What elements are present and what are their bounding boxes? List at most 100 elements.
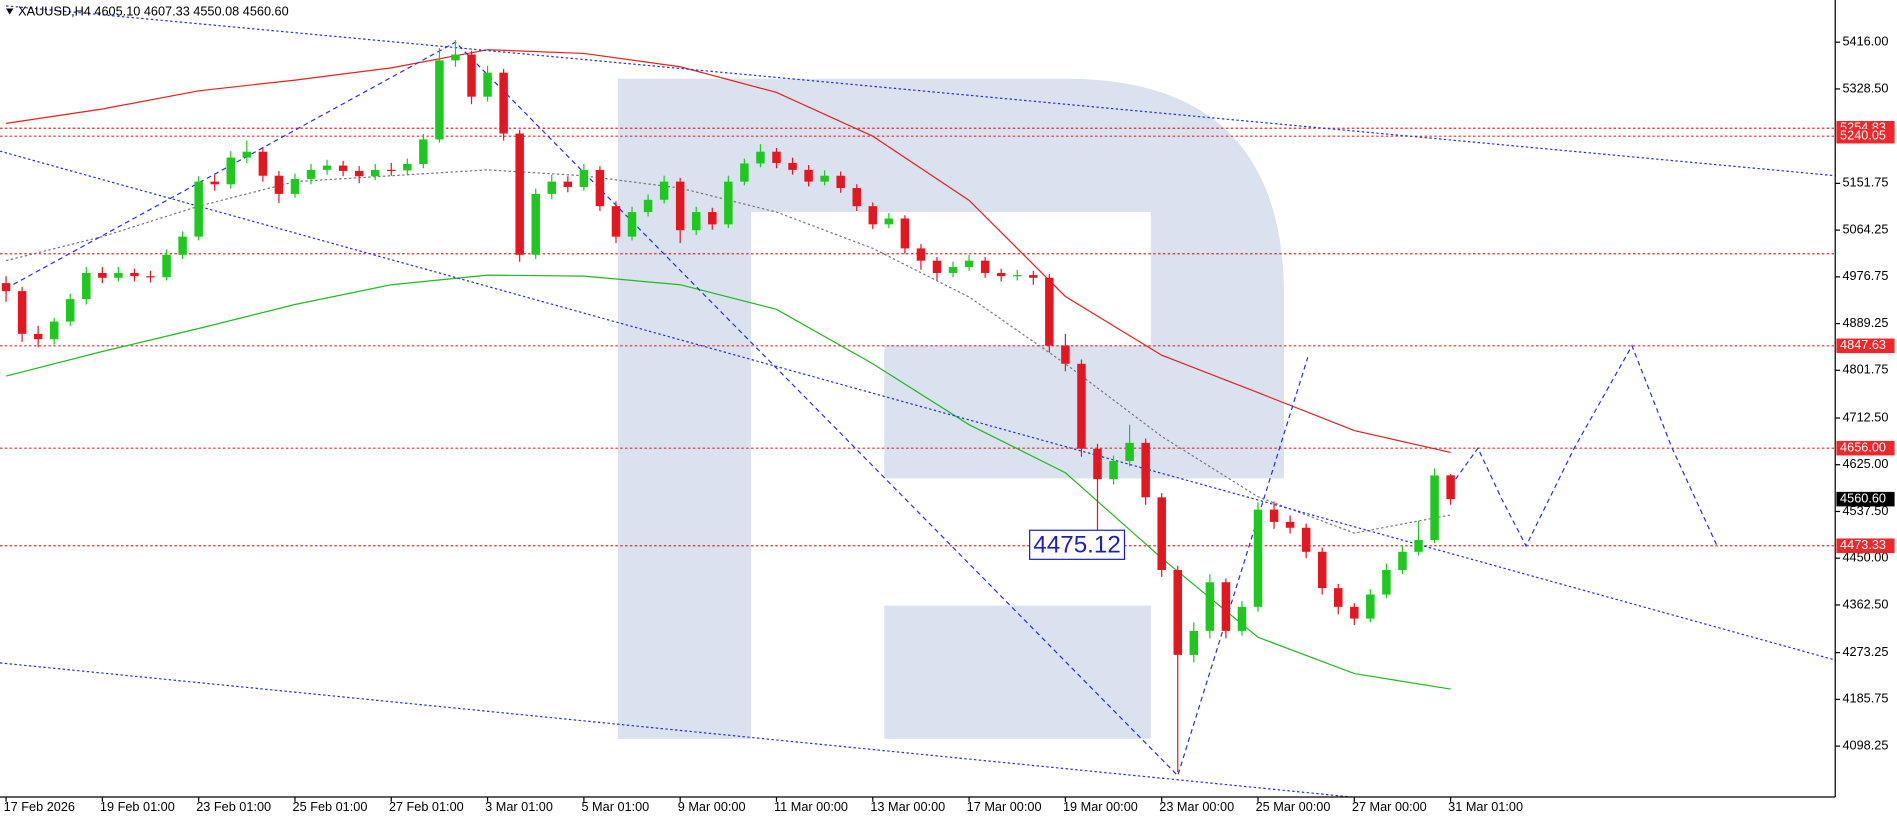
x-tick-label: 17 Mar 00:00	[967, 799, 1042, 814]
candle-body	[467, 54, 476, 97]
candle-body	[162, 254, 171, 278]
candle-body	[740, 163, 749, 182]
x-tick-label: 19 Feb 01:00	[100, 799, 175, 814]
candle-body	[370, 169, 380, 177]
candle-body	[884, 218, 894, 225]
candle-body	[1334, 588, 1343, 607]
candle-body	[1061, 345, 1070, 364]
candle-body	[804, 169, 813, 182]
y-tick-label: 4976.75	[1842, 268, 1888, 283]
indicator-line	[6, 5, 1836, 177]
candle-body	[691, 212, 701, 231]
y-tick-label: 4098.25	[1842, 737, 1888, 752]
x-tick-label: 13 Mar 00:00	[870, 799, 945, 814]
candle-body	[1125, 442, 1134, 461]
candle-body	[836, 175, 845, 189]
candle-body	[66, 299, 75, 322]
y-tick-label: 4537.50	[1842, 503, 1888, 518]
candle-body	[33, 333, 43, 340]
chart-title: XAUUSD,H4 4605.10 4607.33 4550.08 4560.6…	[18, 3, 289, 18]
y-tick-label: 4625.00	[1842, 456, 1888, 471]
candle-body	[1237, 606, 1247, 631]
candle-body	[354, 170, 364, 177]
x-tick-label: 25 Feb 01:00	[293, 799, 368, 814]
candle-body	[1173, 569, 1182, 655]
candle-body	[531, 193, 540, 255]
candle-body	[1109, 460, 1118, 480]
candle-body	[258, 151, 268, 176]
x-tick-label: 27 Feb 01:00	[389, 799, 464, 814]
candle-body	[1301, 527, 1311, 552]
candle-body	[98, 272, 107, 278]
level-label-box	[1836, 440, 1895, 456]
plot	[0, 5, 1836, 798]
x-tick-label: 19 Mar 00:00	[1063, 799, 1138, 814]
y-tick-label: 5151.75	[1842, 175, 1888, 190]
candle-body	[322, 165, 332, 170]
x-tick-label: 5 Mar 01:00	[581, 799, 649, 814]
y-tick-label: 4889.25	[1842, 315, 1888, 330]
y-tick-label: 5064.25	[1842, 221, 1888, 236]
candle-body	[916, 248, 926, 261]
level-label-box	[1836, 538, 1895, 554]
candle-body	[948, 267, 958, 273]
candle-body	[964, 260, 974, 268]
candle-body	[451, 54, 460, 61]
candle-body	[290, 178, 300, 194]
candle-body	[274, 175, 284, 194]
candle-body	[226, 157, 236, 185]
candle-body	[595, 169, 605, 207]
level-label: 4656.00	[1840, 440, 1886, 455]
candle-body	[515, 133, 524, 255]
y-tick-label: 5416.00	[1842, 34, 1888, 49]
candle-body	[643, 199, 653, 213]
candle-body	[1189, 630, 1199, 655]
candle-body	[659, 181, 669, 200]
x-tick-label: 11 Mar 00:00	[774, 799, 848, 814]
indicator-line	[5, 169, 1451, 534]
candle-body	[1221, 582, 1231, 631]
candle-body	[980, 260, 990, 273]
level-label: 4473.33	[1840, 537, 1886, 552]
y-tick-label: 4362.50	[1842, 596, 1888, 611]
x-tick-label: 25 Mar 00:00	[1256, 799, 1331, 814]
x-tick-label: 27 Mar 00:00	[1352, 799, 1427, 814]
candle-body	[210, 181, 219, 185]
annotation-label: 4475.12	[1033, 531, 1121, 558]
candle-body	[756, 151, 765, 164]
last-price-label: 4560.60	[1840, 490, 1886, 505]
candle-body	[708, 212, 717, 225]
candle-body	[82, 272, 91, 300]
candle-body	[242, 151, 252, 158]
candle-body	[1093, 448, 1102, 480]
candle-body	[996, 272, 1006, 277]
candle-body	[1205, 582, 1215, 631]
candle-body	[579, 169, 589, 187]
candle-body	[1382, 569, 1391, 595]
candle-body	[820, 175, 829, 182]
x-tick-label: 17 Feb 2026	[4, 799, 75, 814]
candle-body	[900, 218, 910, 249]
candle-body	[1269, 509, 1279, 522]
candle-body	[868, 206, 878, 225]
candle-body	[1141, 442, 1150, 498]
candle-body	[1414, 540, 1423, 552]
candle-body	[194, 181, 203, 237]
y-tick-label: 4185.75	[1842, 691, 1888, 706]
candle-body	[403, 163, 412, 171]
candle-body	[563, 181, 573, 187]
level-label-box	[1836, 128, 1895, 144]
candle-body	[1013, 275, 1022, 277]
x-tick-label: 23 Feb 01:00	[196, 799, 271, 814]
last-price-box	[1836, 491, 1895, 507]
candle-body	[1077, 363, 1086, 449]
menu-arrow[interactable]	[6, 8, 14, 15]
candle-body	[852, 188, 861, 207]
candle-body	[130, 272, 139, 277]
candle-body	[178, 236, 187, 255]
annotation-box	[1029, 529, 1126, 560]
indicator-line	[0, 662, 1352, 798]
candle-body	[1398, 551, 1407, 570]
candle-body	[49, 321, 59, 340]
x-tick-label: 23 Mar 00:00	[1159, 799, 1234, 814]
